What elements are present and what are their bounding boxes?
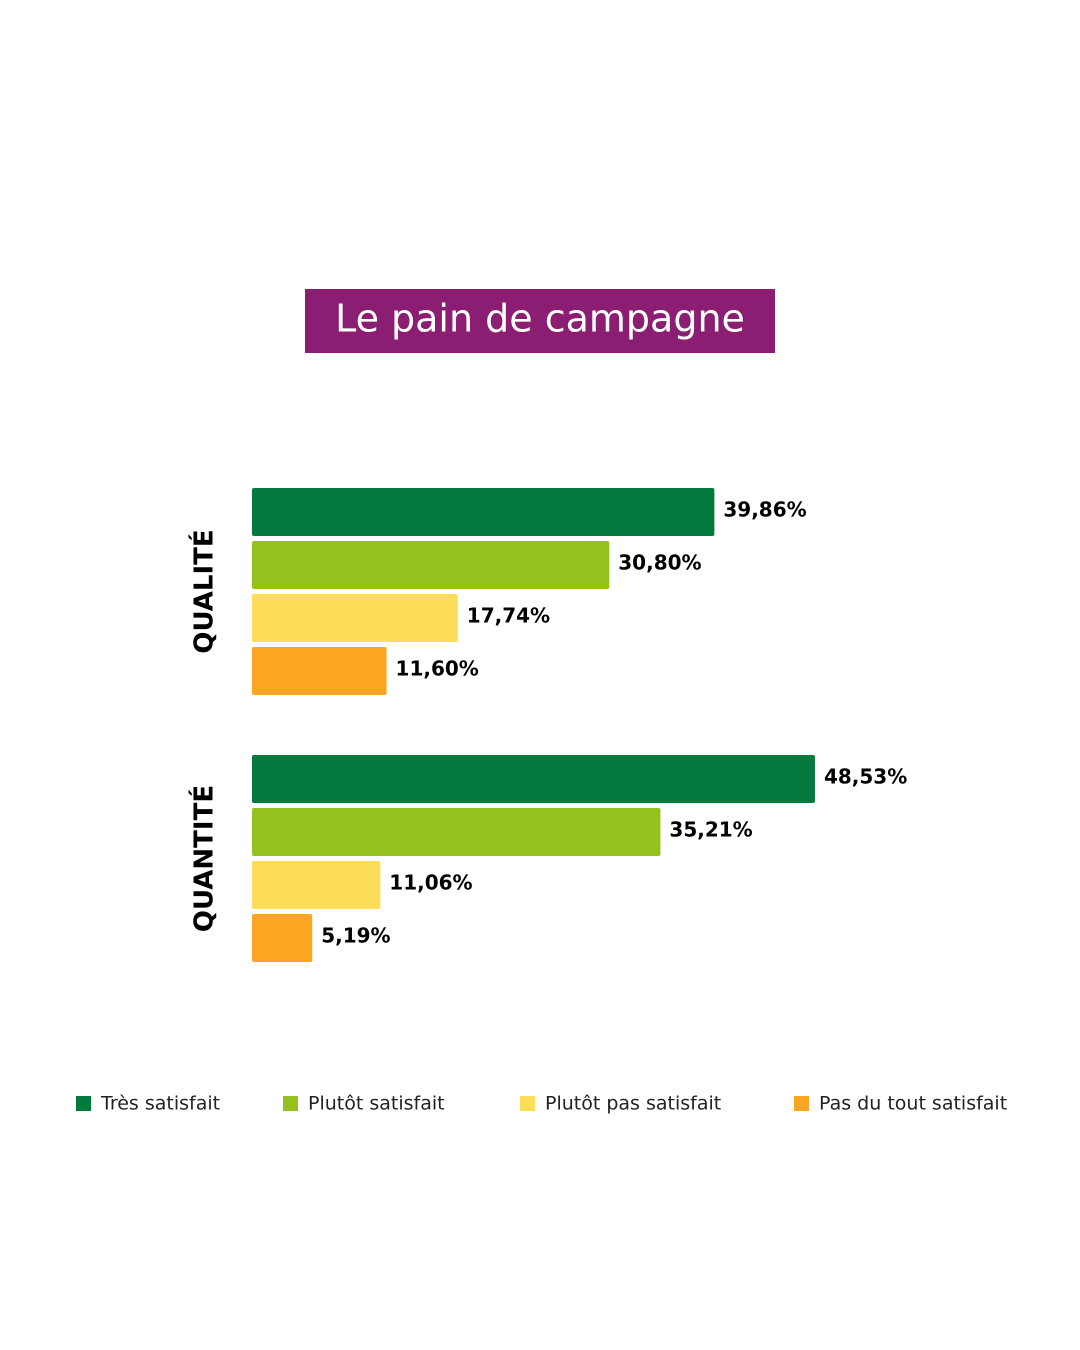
value-label: 35,21% xyxy=(669,818,752,842)
title-box xyxy=(305,289,775,353)
bar xyxy=(252,594,458,642)
legend-swatch xyxy=(76,1096,91,1111)
value-label: 5,19% xyxy=(321,924,390,948)
category-label: QUALITÉ xyxy=(188,529,220,653)
bar xyxy=(252,755,815,803)
bar xyxy=(252,541,610,589)
category-label: QUANTITÉ xyxy=(188,785,220,932)
legend-swatch xyxy=(520,1096,535,1111)
value-label: 17,74% xyxy=(467,604,550,628)
legend-label: Très satisfait xyxy=(100,1093,220,1115)
legend-swatch xyxy=(283,1096,298,1111)
value-label: 11,06% xyxy=(389,871,472,895)
value-label: 11,60% xyxy=(396,657,479,681)
bar xyxy=(252,914,313,962)
bar xyxy=(252,647,387,695)
value-label: 39,86% xyxy=(723,498,806,522)
chart-title: Le pain de campagne xyxy=(335,297,745,341)
bar xyxy=(252,488,715,536)
legend-label: Pas du tout satisfait xyxy=(819,1093,1007,1115)
legend-label: Plutôt pas satisfait xyxy=(545,1093,721,1115)
legend-swatch xyxy=(794,1096,809,1111)
value-label: 48,53% xyxy=(824,765,907,789)
bar xyxy=(252,808,661,856)
bar xyxy=(252,861,381,909)
legend-label: Plutôt satisfait xyxy=(308,1093,445,1115)
value-label: 30,80% xyxy=(618,551,701,575)
